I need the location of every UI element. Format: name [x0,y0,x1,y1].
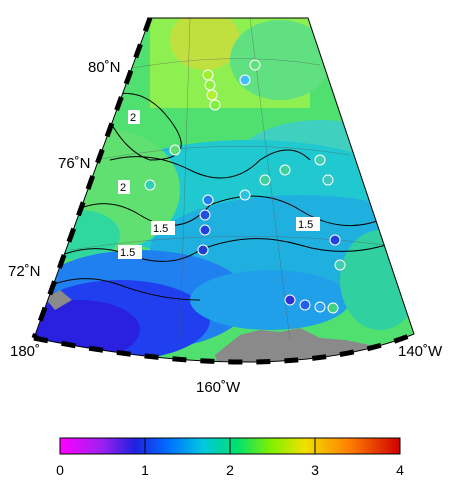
obs-marker [204,79,216,91]
obs-marker [249,59,261,71]
contour-label: 1.5 [153,223,168,235]
contour-label: 2 [130,112,136,124]
obs-marker [279,164,291,176]
lon-label: 140˚W [398,343,443,360]
observation-markers [144,59,346,314]
obs-marker [299,299,311,311]
obs-marker [284,294,296,306]
obs-marker [334,259,346,271]
colorbar-tick: 4 [396,462,404,478]
obs-marker [144,179,156,191]
obs-marker [202,194,214,206]
contour-label-group: 2 2 1.5 1.5 1.5 [118,110,320,259]
obs-marker [199,224,211,236]
obs-marker [239,189,251,201]
obs-marker [197,244,209,256]
contour-label: 2 [120,182,126,194]
obs-marker [199,209,211,221]
colorbar-tick: 0 [56,462,64,478]
obs-marker [322,174,334,186]
obs-marker [259,174,271,186]
obs-marker [206,89,218,101]
contour-label: 1.5 [120,247,135,259]
obs-marker [329,234,341,246]
obs-marker [314,154,326,166]
obs-marker [202,69,214,81]
obs-marker [209,99,221,111]
lon-label: 180˚ [10,343,40,360]
obs-marker [327,302,339,314]
lon-label: 160˚W [196,379,241,396]
lat-label: 76˚N [58,155,91,172]
obs-marker [239,74,251,86]
obs-marker [314,301,326,313]
colorbar-tick: 1 [141,462,149,478]
colorbar-tick: 3 [311,462,319,478]
obs-marker [169,144,181,156]
contour-label: 1.5 [298,219,313,231]
map-frame [31,17,415,365]
lat-label: 72˚N [8,263,41,280]
lat-label: 80˚N [88,59,121,76]
colorbar: 0 1 2 3 4 [56,437,404,478]
colorbar-tick: 2 [226,462,234,478]
